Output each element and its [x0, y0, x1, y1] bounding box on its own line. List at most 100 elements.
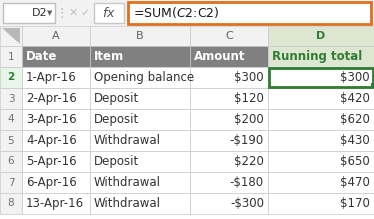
- Bar: [22, 67, 90, 88]
- Text: $170: $170: [340, 197, 370, 210]
- Text: $\it{fx}$: $\it{fx}$: [102, 6, 116, 20]
- Text: Item: Item: [94, 50, 124, 63]
- Bar: [0, 88, 22, 109]
- Bar: [0, 172, 22, 193]
- Bar: [268, 172, 374, 193]
- Text: 8: 8: [8, 198, 14, 208]
- Bar: [90, 88, 190, 109]
- Bar: [90, 26, 190, 46]
- Bar: [22, 172, 90, 193]
- Text: Deposit: Deposit: [94, 155, 139, 168]
- Bar: [268, 26, 374, 46]
- Text: Opening balance: Opening balance: [94, 71, 194, 84]
- Bar: [190, 151, 268, 172]
- Text: -$300: -$300: [230, 197, 264, 210]
- Bar: [190, 109, 268, 130]
- Text: $300: $300: [340, 71, 370, 84]
- Bar: [190, 130, 268, 151]
- Bar: [22, 46, 90, 67]
- Text: $300: $300: [234, 71, 264, 84]
- Text: 3-Apr-16: 3-Apr-16: [26, 113, 77, 126]
- Text: 3: 3: [8, 94, 14, 104]
- Text: 7: 7: [8, 178, 14, 187]
- Text: ✕: ✕: [68, 8, 78, 18]
- Bar: [90, 151, 190, 172]
- Text: Deposit: Deposit: [94, 113, 139, 126]
- Text: -$180: -$180: [230, 176, 264, 189]
- Text: 2: 2: [7, 72, 15, 83]
- Text: Withdrawal: Withdrawal: [94, 176, 161, 189]
- FancyBboxPatch shape: [94, 3, 124, 23]
- Bar: [22, 193, 90, 214]
- Text: 1: 1: [8, 51, 14, 62]
- Text: Deposit: Deposit: [94, 92, 139, 105]
- Bar: [22, 151, 90, 172]
- Bar: [190, 88, 268, 109]
- Text: ✓: ✓: [80, 8, 90, 18]
- Text: 2-Apr-16: 2-Apr-16: [26, 92, 77, 105]
- Bar: [190, 172, 268, 193]
- Bar: [268, 130, 374, 151]
- Text: B: B: [136, 31, 144, 41]
- Bar: [190, 46, 268, 67]
- Bar: [22, 130, 90, 151]
- Bar: [268, 109, 374, 130]
- Text: ▼: ▼: [47, 10, 53, 16]
- Bar: [190, 67, 268, 88]
- Text: $470: $470: [340, 176, 370, 189]
- Bar: [268, 151, 374, 172]
- Bar: [22, 88, 90, 109]
- Text: Amount: Amount: [194, 50, 245, 63]
- Text: Withdrawal: Withdrawal: [94, 134, 161, 147]
- Bar: [268, 46, 374, 67]
- Bar: [0, 46, 22, 67]
- Bar: [0, 193, 22, 214]
- Text: =SUM($C$2:C2): =SUM($C$2:C2): [133, 5, 220, 21]
- Text: D: D: [316, 31, 326, 41]
- Bar: [0, 0, 374, 26]
- Bar: [90, 172, 190, 193]
- Bar: [90, 109, 190, 130]
- Text: Date: Date: [26, 50, 57, 63]
- Bar: [268, 88, 374, 109]
- Bar: [90, 46, 190, 67]
- Text: $120: $120: [234, 92, 264, 105]
- Bar: [0, 109, 22, 130]
- Text: 4: 4: [8, 115, 14, 124]
- Bar: [0, 130, 22, 151]
- Polygon shape: [2, 28, 20, 44]
- Text: $430: $430: [340, 134, 370, 147]
- Bar: [22, 26, 90, 46]
- Text: $420: $420: [340, 92, 370, 105]
- Text: Withdrawal: Withdrawal: [94, 197, 161, 210]
- Text: A: A: [52, 31, 60, 41]
- Text: $650: $650: [340, 155, 370, 168]
- Bar: [190, 193, 268, 214]
- Bar: [0, 67, 22, 88]
- Text: 4-Apr-16: 4-Apr-16: [26, 134, 77, 147]
- Text: 5-Apr-16: 5-Apr-16: [26, 155, 77, 168]
- Text: -$190: -$190: [230, 134, 264, 147]
- Text: 1-Apr-16: 1-Apr-16: [26, 71, 77, 84]
- Text: $620: $620: [340, 113, 370, 126]
- FancyBboxPatch shape: [3, 3, 55, 23]
- Text: $220: $220: [234, 155, 264, 168]
- Text: 5: 5: [8, 136, 14, 145]
- Text: 6-Apr-16: 6-Apr-16: [26, 176, 77, 189]
- Bar: [90, 67, 190, 88]
- Bar: [0, 151, 22, 172]
- FancyBboxPatch shape: [128, 2, 371, 24]
- Bar: [371, 83, 374, 87]
- Text: Running total: Running total: [272, 50, 362, 63]
- Bar: [90, 193, 190, 214]
- Text: 13-Apr-16: 13-Apr-16: [26, 197, 84, 210]
- Bar: [268, 67, 374, 88]
- Text: ⋮: ⋮: [56, 7, 68, 19]
- Text: C: C: [225, 31, 233, 41]
- Bar: [90, 130, 190, 151]
- Bar: [269, 68, 373, 87]
- Text: 6: 6: [8, 157, 14, 166]
- Bar: [190, 26, 268, 46]
- Bar: [268, 193, 374, 214]
- Text: $200: $200: [234, 113, 264, 126]
